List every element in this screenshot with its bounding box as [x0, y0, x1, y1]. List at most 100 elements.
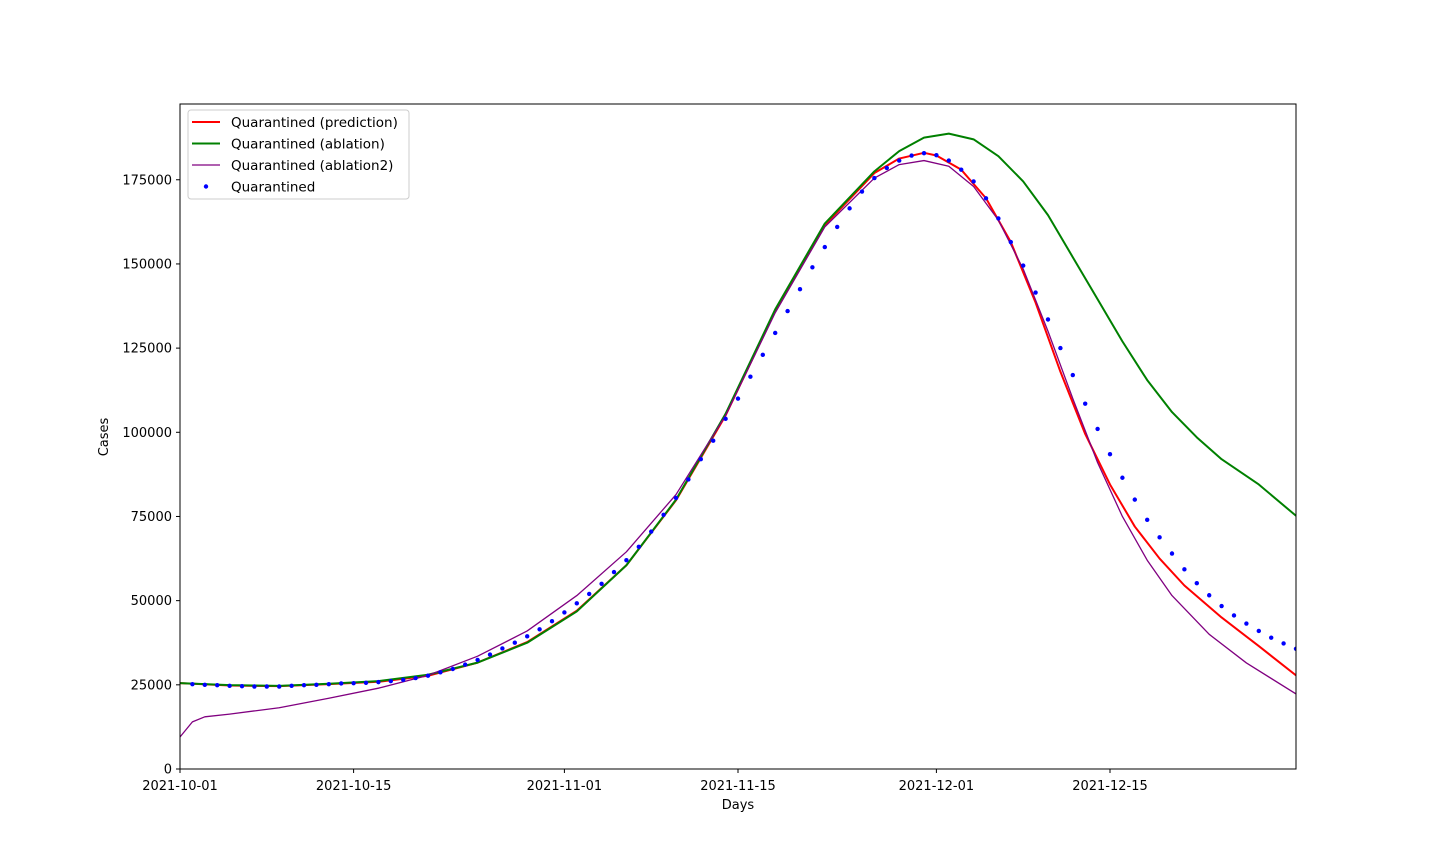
axes-layer: 0 25000 50000 75000 100000 125000 150000 175000… [122, 173, 1147, 794]
data-point-quarantined-67 [1021, 263, 1026, 268]
data-point-quarantined-59 [921, 150, 927, 156]
data-point-quarantined-56 [884, 165, 889, 171]
data-point-quarantined-27 [525, 634, 530, 639]
data-point-quarantined-58 [909, 153, 914, 158]
data-point-quarantined-71 [1070, 372, 1076, 378]
y-tick-label: 50000 [131, 594, 172, 609]
data-point-quarantined-73 [1095, 426, 1100, 432]
data-point-quarantined-1 [202, 682, 207, 688]
data-point-quarantined-4 [239, 683, 245, 689]
data-point-quarantined-68 [1033, 290, 1038, 295]
data-point-quarantined-26 [512, 640, 517, 645]
data-point-quarantined-86 [1256, 628, 1262, 634]
x-tick-label: 2021-10-01 [142, 779, 218, 794]
data-point-quarantined-2 [215, 682, 220, 688]
data-point-quarantined-8 [289, 683, 294, 689]
data-point-quarantined-57 [897, 158, 902, 163]
data-point-quarantined-23 [475, 657, 480, 663]
data-point-quarantined-76 [1132, 497, 1138, 502]
data-point-quarantined-80 [1182, 567, 1187, 572]
y-tick-label: 125000 [122, 342, 172, 357]
data-point-quarantined-21 [450, 666, 455, 672]
x-tick-label: 2021-12-15 [1072, 779, 1148, 794]
data-point-quarantined-87 [1269, 635, 1274, 640]
data-point-quarantined-16 [388, 678, 393, 684]
data-point-quarantined-69 [1045, 317, 1051, 322]
x-tick-label: 2021-12-01 [899, 779, 975, 794]
data-point-quarantined-39 [673, 495, 679, 501]
data-point-quarantined-5 [252, 684, 257, 689]
data-point-quarantined-7 [277, 684, 282, 689]
data-point-quarantined-61 [946, 158, 951, 163]
legend-label-quarantined-ablation: Quarantined (ablation) [231, 137, 385, 153]
data-point-quarantined-65 [996, 216, 1001, 221]
data-point-quarantined-43 [723, 416, 728, 422]
data-point-quarantined-72 [1083, 401, 1088, 406]
data-point-quarantined-22 [463, 662, 468, 667]
legend-label-quarantined-prediction: Quarantined (prediction) [231, 115, 398, 131]
x-tick-label: 2021-11-01 [527, 779, 603, 794]
data-point-quarantined-50 [810, 265, 815, 270]
data-point-quarantined-75 [1120, 475, 1125, 480]
data-point-quarantined-11 [326, 681, 331, 687]
data-point-quarantined-64 [983, 196, 989, 201]
data-point-quarantined-15 [376, 679, 381, 685]
data-point-quarantined-84 [1231, 613, 1237, 618]
data-point-quarantined-35 [624, 558, 629, 563]
data-point-quarantined-29 [549, 618, 555, 624]
data-point-quarantined-46 [760, 352, 765, 358]
data-point-quarantined-32 [587, 591, 592, 597]
data-point-quarantined-77 [1145, 517, 1150, 523]
data-point-quarantined-18 [413, 675, 418, 681]
data-point-quarantined-25 [500, 646, 505, 651]
data-point-quarantined-37 [649, 529, 654, 534]
legend: Quarantined (prediction) Quarantined (abl… [187, 109, 410, 200]
data-point-quarantined-62 [959, 167, 964, 172]
data-point-quarantined-70 [1058, 345, 1063, 351]
y-tick-label: 150000 [122, 257, 172, 272]
data-point-quarantined-51 [822, 244, 827, 250]
data-point-quarantined-13 [351, 680, 356, 686]
data-point-quarantined-38 [661, 512, 666, 517]
x-tick-label: 2021-10-15 [316, 779, 392, 794]
data-point-quarantined-0 [190, 681, 195, 687]
data-point-quarantined-17 [401, 677, 406, 682]
y-axis-label: Cases [97, 417, 112, 456]
data-point-quarantined-49 [797, 286, 803, 292]
data-point-quarantined-66 [1008, 239, 1013, 245]
data-point-quarantined-28 [537, 627, 542, 632]
data-point-quarantined-10 [314, 682, 319, 688]
legend-swatch-quarantined [203, 184, 209, 189]
y-tick-label: 0 [164, 763, 172, 778]
data-point-quarantined-19 [425, 673, 431, 678]
data-point-quarantined-85 [1244, 621, 1249, 626]
y-tick-label: 175000 [122, 173, 172, 188]
data-point-quarantined-30 [562, 610, 567, 615]
data-point-quarantined-24 [487, 652, 493, 657]
data-point-quarantined-40 [686, 477, 691, 482]
x-tick-label: 2021-11-15 [700, 779, 776, 794]
data-point-quarantined-82 [1207, 593, 1212, 598]
data-point-quarantined-52 [835, 224, 840, 230]
data-point-quarantined-54 [859, 189, 865, 194]
data-point-quarantined-81 [1194, 580, 1200, 586]
data-point-quarantined-48 [785, 308, 790, 314]
data-point-quarantined-74 [1107, 451, 1113, 457]
data-point-quarantined-44 [735, 396, 741, 401]
data-point-quarantined-45 [748, 374, 753, 379]
data-point-quarantined-88 [1281, 641, 1286, 646]
data-point-quarantined-36 [636, 544, 641, 549]
data-point-quarantined-42 [711, 438, 716, 443]
data-point-quarantined-34 [611, 569, 617, 575]
y-tick-label: 75000 [131, 510, 172, 525]
data-point-quarantined-79 [1169, 551, 1175, 556]
legend-label-quarantined-ablation2: Quarantined (ablation2) [231, 158, 393, 174]
data-point-quarantined-12 [339, 681, 344, 686]
data-point-quarantined-3 [227, 683, 232, 689]
data-point-quarantined-31 [574, 601, 579, 606]
y-tick-label: 100000 [122, 426, 172, 441]
plot-frame [179, 103, 1297, 770]
data-point-quarantined-78 [1157, 535, 1162, 540]
series-line-quarantined-ablation2 [180, 159, 1296, 738]
